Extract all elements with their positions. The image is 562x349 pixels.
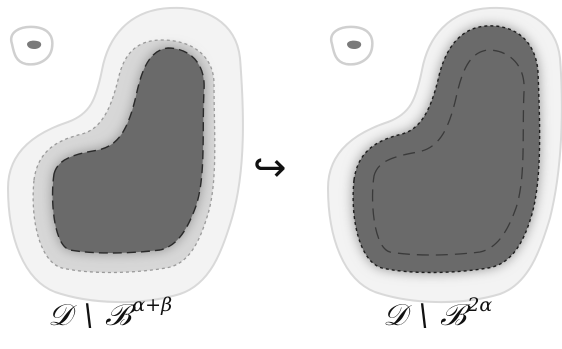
right-core-region	[352, 25, 541, 274]
right-inner-dashed-outline	[371, 49, 525, 256]
right-panel	[326, 6, 562, 303]
left-label-main: 𝒟 \ ℬ	[48, 298, 132, 333]
right-label: 𝒟 \ ℬ2α	[383, 294, 492, 333]
left-label: 𝒟 \ ℬα+β	[48, 294, 172, 333]
left-label-sup: α+β	[132, 294, 173, 316]
right-label-sup: 2α	[467, 294, 493, 316]
left-panel	[6, 6, 244, 303]
hook-arrow-icon: ↪	[253, 145, 287, 191]
right-label-main: 𝒟 \ ℬ	[383, 298, 467, 333]
left-small-speck	[27, 40, 42, 49]
right-small-speck	[347, 40, 362, 49]
left-core-region	[51, 47, 205, 254]
